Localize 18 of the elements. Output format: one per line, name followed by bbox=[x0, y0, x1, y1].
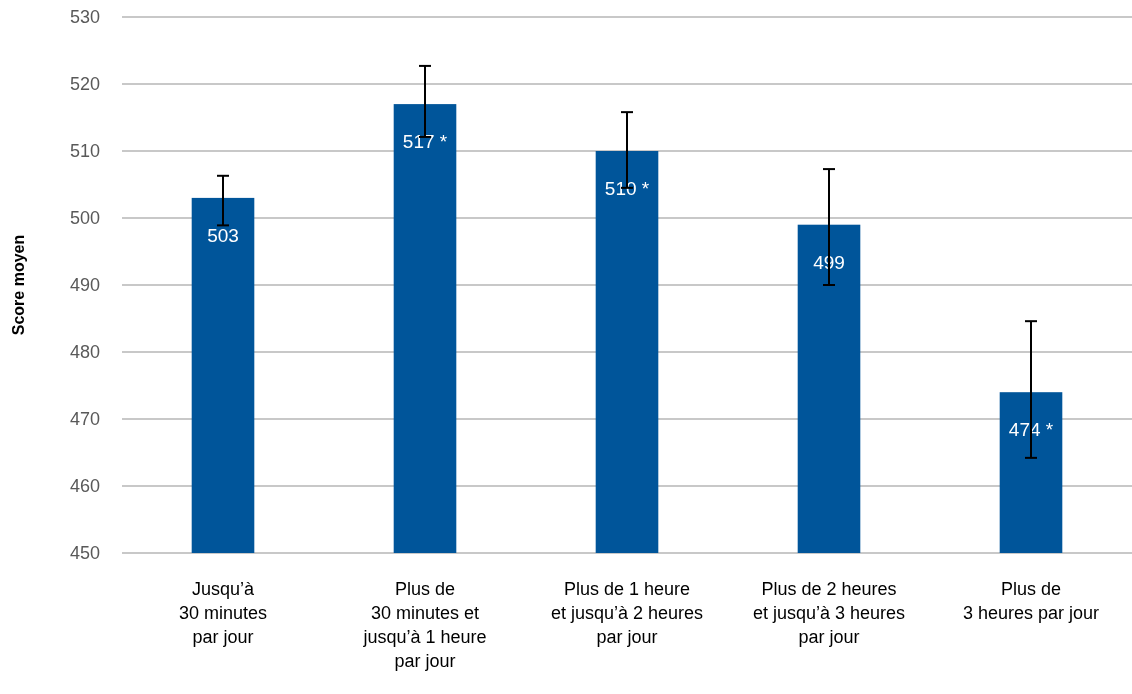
x-tick-label: Plus de 1 heure et jusqu’à 2 heures par jour bbox=[550, 579, 704, 647]
y-tick-label: 520 bbox=[69, 74, 101, 95]
x-tick-label: Plus de 3 heures par jour bbox=[962, 579, 1100, 623]
data-label: 503 bbox=[207, 224, 239, 246]
y-tick-label: 510 bbox=[69, 141, 101, 162]
y-axis-title: Score moyen bbox=[10, 234, 27, 336]
y-tick-label: 490 bbox=[69, 275, 101, 296]
x-tick-label: Plus de 30 minutes et jusqu’à 1 heure par jour bbox=[362, 579, 487, 671]
y-tick-label: 500 bbox=[69, 208, 101, 229]
y-tick-label: 460 bbox=[69, 476, 101, 497]
y-tick-label: 530 bbox=[69, 7, 101, 28]
y-tick-label: 470 bbox=[69, 409, 101, 430]
y-tick-label: 450 bbox=[69, 543, 101, 564]
x-tick-label: Plus de 2 heures et jusqu’à 3 heures par jour bbox=[752, 579, 906, 647]
x-tick-label: Jusqu’à 30 minutes par jour bbox=[178, 579, 268, 647]
y-tick-label: 480 bbox=[69, 342, 101, 363]
data-label: 510 * bbox=[604, 178, 650, 199]
data-label: 517 * bbox=[402, 131, 448, 153]
